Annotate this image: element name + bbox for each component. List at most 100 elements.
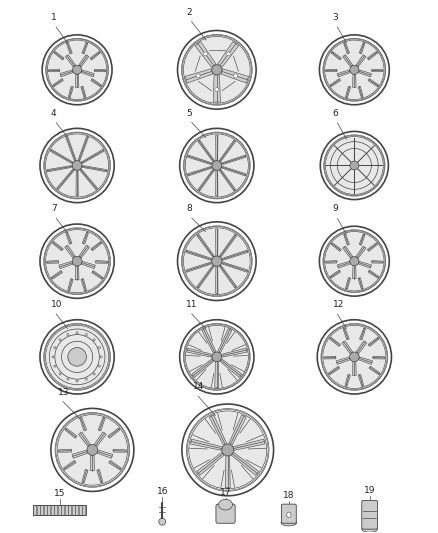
Ellipse shape — [54, 365, 56, 367]
PathPatch shape — [187, 155, 212, 165]
PathPatch shape — [372, 261, 383, 263]
PathPatch shape — [197, 452, 224, 475]
PathPatch shape — [372, 69, 383, 72]
PathPatch shape — [65, 245, 75, 258]
PathPatch shape — [97, 470, 103, 483]
PathPatch shape — [49, 69, 60, 72]
Ellipse shape — [46, 134, 109, 197]
PathPatch shape — [358, 86, 363, 98]
Ellipse shape — [85, 378, 87, 380]
Bar — [33, 505, 86, 515]
Ellipse shape — [46, 325, 109, 389]
PathPatch shape — [186, 262, 212, 272]
PathPatch shape — [215, 266, 218, 294]
PathPatch shape — [47, 165, 73, 172]
Ellipse shape — [212, 256, 222, 266]
PathPatch shape — [95, 261, 108, 263]
Ellipse shape — [212, 64, 222, 75]
PathPatch shape — [346, 278, 351, 289]
PathPatch shape — [50, 149, 74, 164]
Ellipse shape — [226, 52, 230, 56]
PathPatch shape — [219, 140, 236, 162]
Ellipse shape — [52, 356, 54, 358]
PathPatch shape — [330, 270, 341, 278]
Ellipse shape — [67, 378, 69, 380]
Ellipse shape — [203, 52, 207, 56]
PathPatch shape — [373, 356, 385, 359]
PathPatch shape — [343, 55, 353, 67]
Text: 6: 6 — [332, 109, 338, 118]
Bar — [33, 505, 36, 515]
Text: 18: 18 — [283, 491, 295, 500]
PathPatch shape — [65, 428, 77, 438]
Text: 19: 19 — [364, 486, 375, 495]
PathPatch shape — [209, 415, 227, 446]
PathPatch shape — [54, 51, 64, 60]
PathPatch shape — [218, 328, 232, 353]
PathPatch shape — [326, 69, 337, 72]
PathPatch shape — [326, 261, 337, 263]
PathPatch shape — [353, 266, 356, 279]
PathPatch shape — [356, 55, 366, 67]
PathPatch shape — [215, 135, 218, 160]
Ellipse shape — [57, 415, 127, 485]
PathPatch shape — [345, 374, 350, 386]
PathPatch shape — [346, 86, 351, 98]
PathPatch shape — [97, 450, 113, 458]
PathPatch shape — [59, 261, 73, 269]
PathPatch shape — [192, 359, 214, 377]
Bar — [51, 505, 54, 515]
Bar — [54, 505, 57, 515]
PathPatch shape — [358, 261, 371, 268]
Ellipse shape — [325, 40, 384, 100]
PathPatch shape — [344, 234, 350, 245]
PathPatch shape — [336, 357, 350, 365]
PathPatch shape — [367, 243, 378, 252]
PathPatch shape — [60, 70, 73, 77]
PathPatch shape — [75, 74, 79, 87]
Ellipse shape — [76, 380, 78, 382]
Ellipse shape — [73, 65, 81, 74]
PathPatch shape — [94, 432, 106, 447]
PathPatch shape — [337, 261, 350, 268]
PathPatch shape — [331, 243, 341, 252]
Ellipse shape — [47, 40, 107, 100]
PathPatch shape — [221, 262, 248, 272]
Text: 15: 15 — [54, 489, 65, 498]
PathPatch shape — [215, 362, 219, 387]
Bar — [65, 505, 67, 515]
PathPatch shape — [79, 55, 89, 67]
Ellipse shape — [72, 256, 82, 266]
PathPatch shape — [68, 279, 73, 290]
Ellipse shape — [184, 228, 250, 295]
Ellipse shape — [87, 445, 98, 455]
PathPatch shape — [53, 78, 64, 87]
PathPatch shape — [67, 43, 72, 54]
PathPatch shape — [229, 415, 246, 446]
PathPatch shape — [76, 171, 78, 196]
PathPatch shape — [358, 70, 371, 77]
PathPatch shape — [358, 278, 363, 289]
PathPatch shape — [90, 455, 95, 471]
PathPatch shape — [221, 166, 246, 176]
Ellipse shape — [189, 411, 267, 489]
PathPatch shape — [66, 136, 76, 161]
Text: 4: 4 — [51, 109, 57, 118]
PathPatch shape — [64, 461, 76, 470]
PathPatch shape — [324, 356, 336, 359]
PathPatch shape — [79, 245, 89, 258]
Bar — [79, 505, 81, 515]
Ellipse shape — [85, 334, 87, 336]
PathPatch shape — [68, 86, 74, 98]
Text: 7: 7 — [51, 204, 57, 213]
PathPatch shape — [225, 456, 230, 488]
Text: 3: 3 — [332, 13, 338, 22]
Ellipse shape — [54, 346, 56, 349]
PathPatch shape — [82, 165, 107, 172]
PathPatch shape — [368, 270, 378, 278]
Ellipse shape — [212, 160, 222, 171]
PathPatch shape — [215, 171, 218, 196]
Ellipse shape — [67, 334, 69, 336]
PathPatch shape — [353, 74, 356, 87]
PathPatch shape — [231, 452, 259, 475]
